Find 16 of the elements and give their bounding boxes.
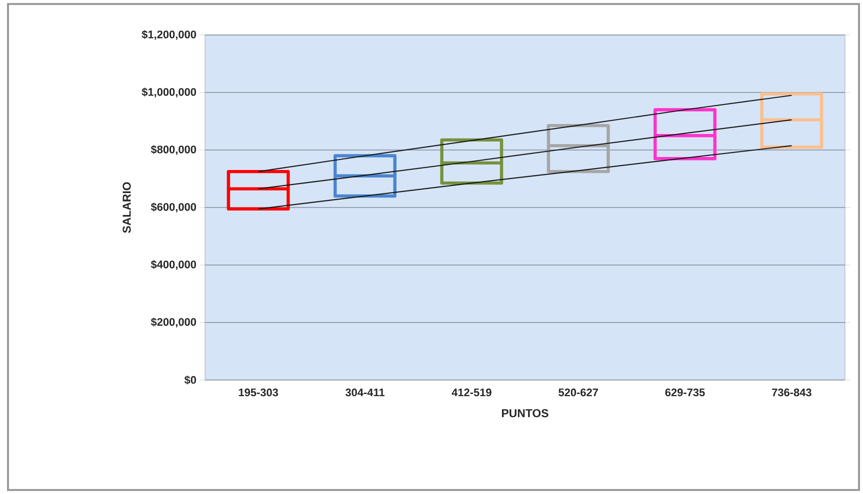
y-tick-label: $0	[184, 376, 196, 384]
x-tick-label: 520-627	[558, 388, 598, 396]
x-tick-label: 412-519	[452, 388, 492, 396]
y-tick-label: $200,000	[150, 318, 196, 328]
line-series	[258, 119, 792, 190]
y-tick-label: $800,000	[150, 145, 196, 155]
x-axis-title: PUNTOS	[502, 409, 548, 418]
x-tick-label: 736-843	[772, 388, 812, 396]
y-tick-label: $400,000	[150, 260, 196, 270]
y-tick-label: $1,200,000	[142, 30, 196, 40]
x-tick-label: 629-735	[665, 388, 705, 396]
y-tick-label: $1,000,000	[142, 88, 196, 98]
y-axis-title: SALARIO	[122, 182, 131, 233]
y-tick-label: $600,000	[150, 202, 196, 212]
x-tick-label: 195-303	[238, 388, 278, 396]
x-tick-label: 304-411	[345, 388, 384, 396]
